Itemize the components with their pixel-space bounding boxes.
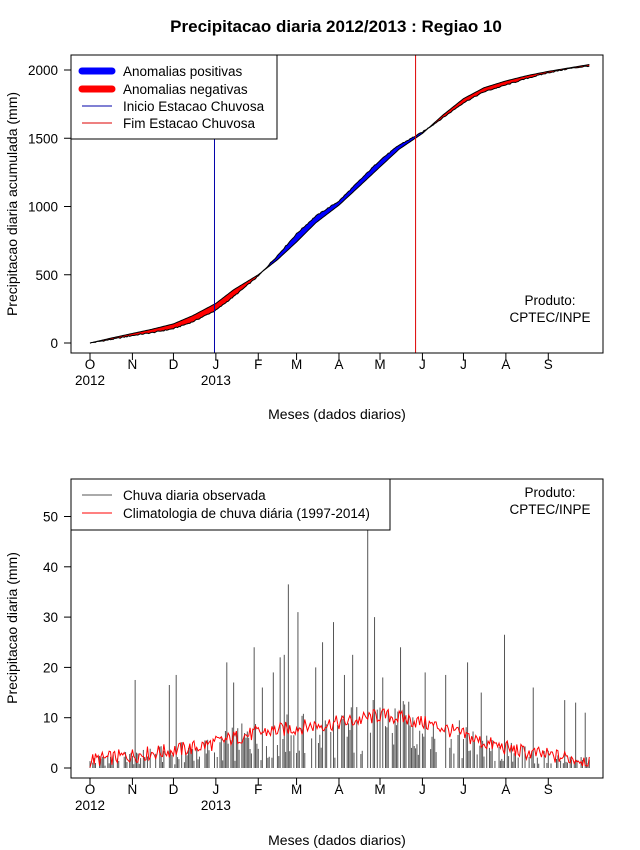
daily-rain-chart: O N D J F M A M J J A S 2012 2013 0 10 20 30 40 50 Meses (…: [4, 478, 604, 848]
legend-box-bottom: [70, 478, 391, 531]
x-axis-label-bottom: Meses (dados diarios): [268, 832, 406, 848]
bottom-x-tick-label-7: M: [374, 782, 385, 797]
product-label-bottom: Produto:: [524, 485, 575, 500]
bottom-x-tick-label-2: D: [169, 782, 179, 797]
bottom-year-label-1: 2013: [201, 798, 231, 813]
top-y-tick-label-1: 500: [35, 268, 58, 283]
bottom-x-tick-label-9: J: [460, 782, 467, 797]
bottom-x-tick-label-11: S: [544, 782, 553, 797]
top-x-tick-label-5: M: [291, 357, 302, 372]
product-source-bottom: CPTEC/INPE: [509, 502, 590, 517]
bottom-y-tick-label-2: 20: [43, 660, 58, 675]
x-axis-bottom: O N D J F M A M J J A S 2012 2013: [75, 778, 553, 813]
top-y-tick-label-4: 2000: [28, 63, 58, 78]
top-y-tick-label-3: 1500: [28, 131, 58, 146]
bottom-x-tick-label-5: M: [291, 782, 302, 797]
legend-label-season-start: Inicio Estacao Chuvosa: [123, 99, 265, 114]
cumulative-lines-group: [89, 55, 590, 353]
legend-label-negative: Anomalias negativas: [123, 82, 248, 97]
climatology-cumulative-line: [89, 64, 590, 344]
y-axis-label-bottom: Precipitacao diaria (mm): [4, 552, 20, 704]
top-x-tick-label-1: N: [128, 357, 138, 372]
climatology-daily-line: [89, 708, 590, 768]
top-x-tick-label-11: S: [544, 357, 553, 372]
top-x-tick-label-3: J: [212, 357, 219, 372]
x-axis-label-top: Meses (dados diarios): [268, 406, 406, 422]
positive-anomaly-area: [262, 127, 430, 272]
legend-label-observed: Chuva diaria observada: [123, 488, 266, 503]
observed-cumulative-line: [89, 65, 590, 344]
y-axis-bottom: 0 10 20 30 40 50: [43, 510, 71, 776]
x-axis-top: O N D J F M A M J J A S 2012 2013: [75, 353, 553, 388]
y-axis-label-top: Precipitacao diaria acumulada (mm): [4, 92, 20, 316]
product-source-top: CPTEC/INPE: [509, 310, 590, 325]
y-axis-top: 0 500 1000 1500 2000: [28, 63, 71, 351]
top-x-tick-label-0: O: [85, 357, 96, 372]
legend-label-season-end: Fim Estacao Chuvosa: [123, 116, 256, 131]
top-x-tick-label-7: M: [374, 357, 385, 372]
bottom-x-tick-label-3: J: [212, 782, 219, 797]
legend-top: Anomalias positivas Anomalias negativas …: [70, 54, 278, 140]
top-y-tick-label-0: 0: [50, 336, 58, 351]
top-x-tick-label-4: F: [254, 357, 262, 372]
top-x-tick-label-2: D: [169, 357, 179, 372]
bottom-x-tick-label-1: N: [128, 782, 138, 797]
product-label-top: Produto:: [524, 293, 575, 308]
bottom-y-tick-label-3: 30: [43, 610, 58, 625]
bottom-x-tick-label-0: O: [85, 782, 96, 797]
top-x-tick-label-10: A: [501, 357, 510, 372]
top-x-tick-label-6: A: [334, 357, 343, 372]
bottom-x-tick-label-4: F: [254, 782, 262, 797]
climatology-line-group: [89, 708, 590, 768]
rain-bars-group: [89, 526, 590, 768]
bottom-x-tick-label-8: J: [419, 782, 426, 797]
bottom-x-tick-label-6: A: [334, 782, 343, 797]
negative-anomaly-area: [92, 271, 263, 343]
top-y-tick-label-2: 1000: [28, 200, 58, 215]
cumulative-chart: Precipitacao diaria 2012/2013 : Regiao 1…: [4, 17, 604, 422]
top-year-label-1: 2013: [201, 373, 231, 388]
legend-label-positive: Anomalias positivas: [123, 64, 243, 79]
chart-title: Precipitacao diaria 2012/2013 : Regiao 1…: [170, 17, 502, 36]
bottom-y-tick-label-1: 10: [43, 711, 58, 726]
legend-label-climatology: Climatologia de chuva diária (1997-2014): [123, 506, 370, 521]
bottom-x-tick-label-10: A: [501, 782, 510, 797]
negative-anomaly-area: [429, 64, 590, 128]
top-year-label-0: 2012: [75, 373, 105, 388]
top-x-tick-label-9: J: [460, 357, 467, 372]
plot-frame-top: [70, 54, 604, 354]
legend-bottom: Chuva diaria observada Climatologia de c…: [70, 478, 391, 531]
bottom-y-tick-label-4: 40: [43, 560, 58, 575]
top-x-tick-label-8: J: [419, 357, 426, 372]
bottom-y-tick-label-5: 50: [43, 510, 58, 525]
bottom-year-label-0: 2012: [75, 798, 105, 813]
bottom-y-tick-label-0: 0: [50, 761, 58, 776]
